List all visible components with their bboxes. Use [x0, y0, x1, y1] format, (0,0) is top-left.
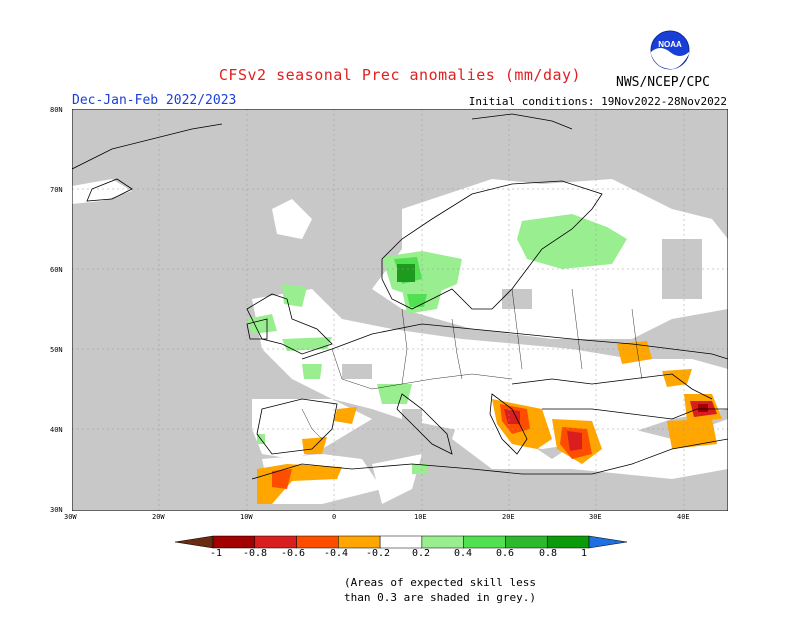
- agency-label: NWS/NCEP/CPC: [616, 75, 710, 90]
- lat-label-40n: 40N: [50, 426, 63, 434]
- colorbar-cells: [175, 535, 627, 549]
- graticule: [72, 109, 728, 511]
- colorbar-label-m02: -0.2: [366, 548, 391, 559]
- colorbar-right-triangle: [588, 535, 627, 549]
- colorbar-cell: [296, 535, 339, 549]
- colorbar-label-06: 0.6: [496, 548, 515, 559]
- colorbar-label-m1: -1: [210, 548, 223, 559]
- lon-label-40e: 40E: [677, 513, 690, 521]
- season-label: Dec-Jan-Feb 2022/2023: [72, 93, 237, 108]
- colorbar-label-02: 0.2: [412, 548, 431, 559]
- colorbar-cell: [212, 535, 256, 549]
- lat-label-70n: 70N: [50, 186, 63, 194]
- colorbar-cell: [254, 535, 297, 549]
- colorbar-cell: [379, 535, 423, 549]
- colorbar-label-04: 0.4: [454, 548, 473, 559]
- colorbar-left-triangle: [175, 535, 214, 549]
- colorbar-cell: [505, 535, 548, 549]
- colorbar-label-m06: -0.6: [281, 548, 306, 559]
- noaa-logo-text: NOAA: [658, 40, 682, 49]
- dry-anomaly-areas: [257, 341, 722, 504]
- colorbar: [175, 535, 627, 549]
- lat-label-30n: 30N: [50, 506, 63, 514]
- colorbar-cell: [463, 535, 506, 549]
- lon-label-0: 0: [332, 513, 337, 521]
- colorbar-cell: [338, 535, 381, 549]
- skill-note-line-2: than 0.3 are shaded in grey.): [343, 591, 537, 604]
- noaa-logo: NOAA: [650, 30, 690, 70]
- initial-conditions-label: Initial conditions: 19Nov2022-28Nov2022: [468, 95, 727, 108]
- coastlines: [72, 113, 728, 480]
- lon-label-10w: 10W: [240, 513, 253, 521]
- colorbar-cell: [421, 535, 464, 549]
- lat-label-80n: 80N: [50, 106, 63, 114]
- colorbar-cell: [546, 535, 590, 549]
- lon-label-10e: 10E: [414, 513, 427, 521]
- colorbar-label-m08: -0.8: [243, 548, 268, 559]
- lon-label-20w: 20W: [152, 513, 165, 521]
- lat-label-50n: 50N: [50, 346, 63, 354]
- chart-title: CFSv2 seasonal Prec anomalies (mm/day): [218, 66, 582, 84]
- lat-label-60n: 60N: [50, 266, 63, 274]
- low-skill-grey-mask: [72, 109, 728, 511]
- colorbar-label-m04: -0.4: [324, 548, 349, 559]
- colorbar-label-08: 0.8: [539, 548, 558, 559]
- skill-note-line-1: (Areas of expected skill less: [343, 576, 537, 589]
- lon-label-30e: 30E: [589, 513, 602, 521]
- lon-label-20e: 20E: [502, 513, 515, 521]
- country-borders: [301, 288, 643, 440]
- lon-label-30w: 30W: [64, 513, 77, 521]
- colorbar-label-1: 1: [581, 548, 588, 559]
- precip-anomaly-map: [72, 109, 728, 511]
